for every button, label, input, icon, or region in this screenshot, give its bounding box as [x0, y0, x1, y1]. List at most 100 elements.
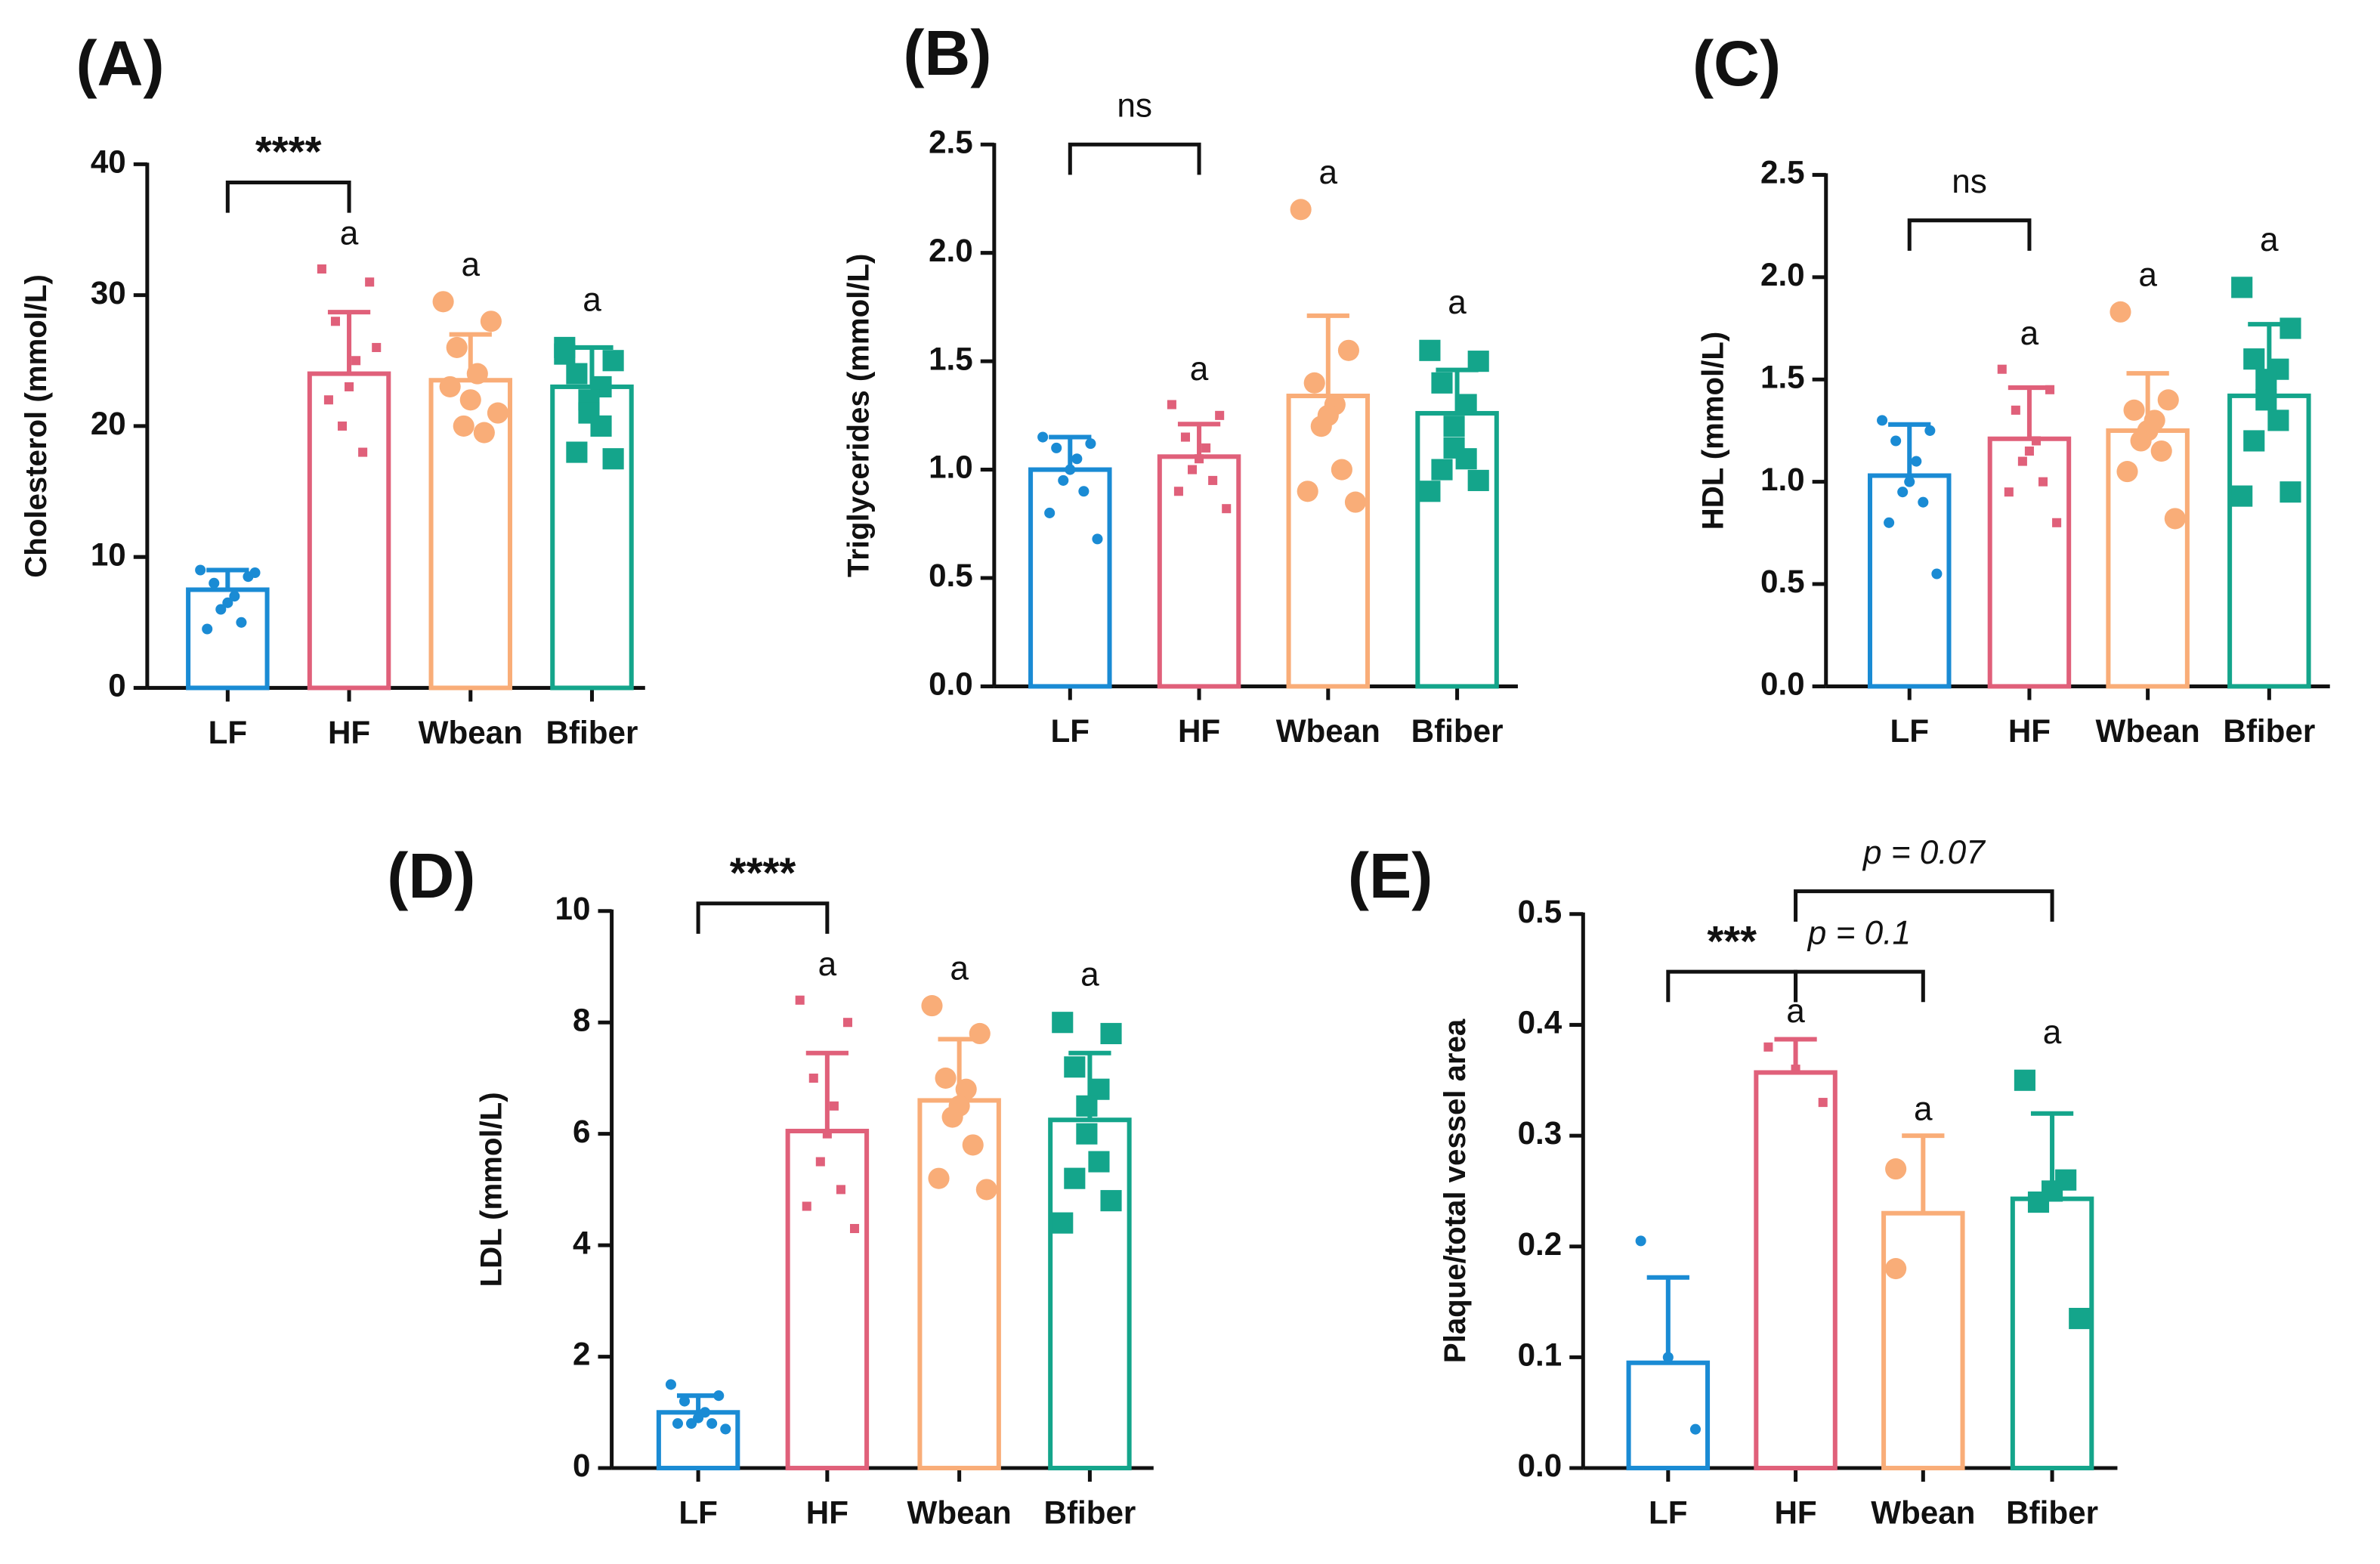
- x-tick-label: Wbean: [907, 1494, 1012, 1530]
- x-tick-label: Wbean: [1276, 713, 1380, 749]
- data-point: [2004, 487, 2014, 497]
- panel-title: (A): [76, 28, 164, 99]
- y-axis-label: Triglycerides (mmol/L): [842, 254, 876, 577]
- data-point: [1431, 372, 1453, 394]
- group-letter: a: [818, 946, 837, 983]
- significance-label: ****: [255, 128, 322, 175]
- data-point: [330, 317, 340, 326]
- bar: [1626, 1360, 1711, 1471]
- y-axis-label: LDL (mmol/L): [474, 1092, 508, 1287]
- group-letter: a: [2020, 315, 2039, 352]
- group-letter: a: [2260, 221, 2279, 258]
- data-point: [1052, 1012, 1074, 1034]
- x-tick-label: Bfiber: [2223, 713, 2315, 749]
- data-point: [590, 415, 612, 437]
- bar: [2010, 1196, 2094, 1471]
- group-letter: a: [2138, 256, 2157, 293]
- bar: [1028, 467, 1112, 689]
- data-point: [351, 356, 361, 366]
- data-point: [487, 402, 508, 424]
- data-point: [808, 1073, 818, 1083]
- data-point: [2243, 348, 2265, 370]
- data-point: [2123, 399, 2145, 421]
- data-point: [2027, 1192, 2050, 1213]
- group-letter: a: [950, 950, 969, 988]
- panel: (A) Cholesterol (mmol/L) 0 10 20 30 40 LF HF Wbea…: [19, 28, 645, 750]
- y-tick-label: 40: [91, 144, 126, 180]
- data-point: [842, 1018, 853, 1028]
- y-tick-label: 0.0: [1760, 666, 1805, 702]
- panel: (B) Triglycerides (mmol/L) 0.0 0.5 1.0 1.5 2.0…: [842, 17, 1518, 749]
- data-point: [1052, 1212, 1074, 1234]
- data-point: [1443, 416, 1465, 437]
- data-point: [1037, 431, 1049, 443]
- data-point: [1058, 474, 1069, 486]
- data-point: [850, 1223, 860, 1234]
- significance-bracket: [1794, 889, 2054, 922]
- x-tick-label: LF: [678, 1494, 718, 1530]
- data-point: [1195, 454, 1204, 464]
- data-point: [473, 422, 495, 444]
- data-point: [665, 1379, 676, 1390]
- data-point: [1215, 410, 1225, 420]
- y-tick-label: 0.5: [1760, 564, 1805, 599]
- x-tick-label: LF: [1890, 713, 1929, 749]
- data-point: [566, 363, 588, 385]
- data-point: [466, 363, 488, 385]
- bar: [917, 1098, 1001, 1471]
- panel: (E) Plaque/total vessel area 0.0 0.1 0.2 0.3 0…: [1348, 834, 2118, 1530]
- bar: [1754, 1070, 1838, 1471]
- y-tick-label: 4: [573, 1225, 591, 1260]
- data-point: [2052, 518, 2062, 527]
- y-tick-label: 6: [573, 1114, 590, 1149]
- y-tick-label: 10: [91, 536, 126, 572]
- y-tick-label: 0.3: [1518, 1115, 1562, 1151]
- data-point: [345, 382, 354, 391]
- x-tick-label: Wbean: [419, 715, 523, 750]
- data-point: [2267, 410, 2289, 431]
- x-tick-label: Wbean: [2096, 713, 2200, 749]
- data-point: [1904, 476, 1915, 487]
- significance-label: ns: [1952, 163, 1987, 200]
- y-axis-label: Cholesterol (mmol/L): [19, 274, 53, 578]
- bar: [2227, 393, 2311, 689]
- data-point: [1877, 415, 1888, 426]
- data-point: [1818, 1098, 1828, 1108]
- y-tick-label: 0.0: [929, 666, 973, 702]
- data-point: [1431, 459, 1453, 481]
- data-point: [706, 1418, 718, 1430]
- x-tick-label: Bfiber: [2006, 1494, 2098, 1530]
- data-point: [822, 1129, 832, 1139]
- data-point: [975, 1179, 997, 1201]
- data-point: [2280, 481, 2301, 503]
- data-point: [2017, 456, 2027, 466]
- data-point: [2011, 405, 2020, 415]
- data-point: [836, 1185, 845, 1195]
- significance-label: ns: [1117, 88, 1152, 125]
- significance-bracket: [1794, 969, 1925, 1003]
- data-point: [222, 597, 233, 608]
- data-point: [2255, 369, 2277, 391]
- data-point: [1455, 394, 1477, 416]
- data-point: [453, 415, 474, 437]
- data-point: [249, 567, 261, 578]
- data-point: [365, 277, 375, 287]
- data-point: [2116, 461, 2138, 483]
- panel-title: (E): [1348, 840, 1433, 911]
- y-tick-label: 20: [91, 406, 126, 441]
- y-tick-label: 0.5: [1518, 894, 1562, 929]
- data-point: [1635, 1235, 1646, 1247]
- data-point: [1100, 1190, 1122, 1212]
- significance-bracket: [1068, 142, 1201, 175]
- data-point: [962, 1134, 984, 1156]
- group-letter: a: [1448, 284, 1467, 321]
- data-point: [1337, 339, 1359, 361]
- data-point: [1419, 339, 1441, 361]
- data-point: [921, 995, 943, 1017]
- x-tick-label: Bfiber: [1411, 713, 1504, 749]
- data-point: [686, 1418, 697, 1430]
- significance-label: ***: [1707, 917, 1757, 965]
- data-point: [1078, 486, 1090, 497]
- data-point: [1303, 372, 1325, 394]
- data-point: [2014, 1069, 2035, 1091]
